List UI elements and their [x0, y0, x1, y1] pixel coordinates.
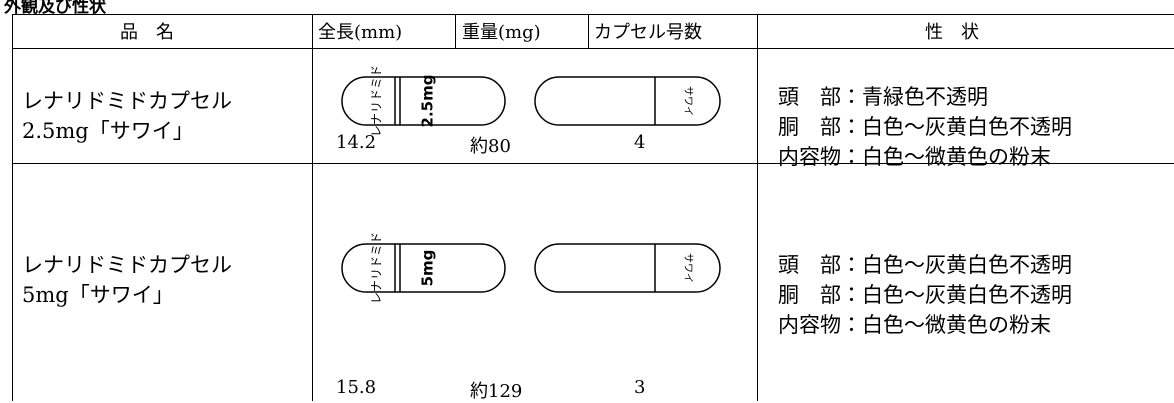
imprint: 5mg [419, 250, 437, 287]
capsule-row: レナリドミド 5mg サワイ [341, 232, 721, 304]
table-border [455, 14, 456, 48]
imprint: レナリドミド [370, 232, 384, 304]
header-cell: 重量(mg) [462, 22, 541, 43]
table-border [312, 14, 313, 401]
product-name: レナリドミドカプセル 2.5mg「サワイ」 [22, 86, 232, 146]
heading: 外観及び性状 [4, 0, 106, 17]
weight: 約80 [470, 136, 511, 157]
description-line: 内容物：白色～微黄色の粉末 [778, 145, 1051, 169]
capsule-size: 4 [634, 132, 646, 153]
imprint: サワイ [682, 253, 694, 283]
name-line: レナリドミドカプセル [22, 253, 232, 277]
description-line: 内容物：白色～微黄色の粉末 [778, 313, 1051, 337]
description-line: 頭 部：青緑色不透明 [778, 85, 988, 109]
product-name: レナリドミドカプセル 5mg「サワイ」 [22, 250, 232, 310]
weight: 約129 [470, 381, 523, 402]
description-line: 胴 部：白色～灰黄白色不透明 [778, 283, 1072, 307]
header-cell: 全長(mm) [318, 22, 403, 43]
table-border [12, 14, 1174, 15]
description-line: 頭 部：白色～灰黄白色不透明 [778, 253, 1072, 277]
capsule-row: レナリドミド 2.5mg サワイ [341, 65, 721, 137]
name-line: 5mg「サワイ」 [22, 283, 174, 307]
length: 15.8 [336, 377, 377, 398]
table-border [12, 14, 13, 401]
capsule-outline [341, 243, 506, 293]
header-cell: 品 名 [120, 22, 174, 43]
capsule-outline [534, 76, 721, 126]
table-border [12, 48, 1174, 49]
table-border [757, 14, 758, 401]
capsule-outline [341, 76, 506, 126]
imprint: 2.5mg [419, 75, 437, 128]
length: 14.2 [336, 132, 377, 153]
imprint: サワイ [682, 86, 694, 116]
table-border [12, 163, 1174, 164]
capsule-size: 3 [634, 377, 646, 398]
capsule-outline [534, 243, 721, 293]
table-border [588, 14, 589, 48]
name-line: レナリドミドカプセル [22, 89, 232, 113]
header-cell: 性 状 [925, 22, 979, 43]
name-line: 2.5mg「サワイ」 [22, 119, 194, 143]
description-line: 胴 部：白色～灰黄白色不透明 [778, 115, 1072, 139]
imprint: レナリドミド [370, 65, 384, 137]
description: 頭 部：青緑色不透明 胴 部：白色～灰黄白色不透明 内容物：白色～微黄色の粉末 [778, 82, 1072, 172]
description: 頭 部：白色～灰黄白色不透明 胴 部：白色～灰黄白色不透明 内容物：白色～微黄色… [778, 250, 1072, 340]
header-cell: カプセル号数 [594, 22, 702, 43]
